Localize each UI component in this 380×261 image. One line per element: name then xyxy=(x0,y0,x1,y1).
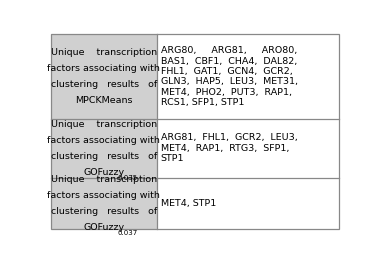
Text: 0.035: 0.035 xyxy=(117,175,138,181)
Text: MPCKMeans: MPCKMeans xyxy=(75,97,132,105)
Text: GOFuzzy: GOFuzzy xyxy=(83,168,124,177)
Bar xyxy=(51,119,157,177)
Text: Unique    transcription: Unique transcription xyxy=(51,175,157,184)
Bar xyxy=(51,177,157,229)
Text: clustering   results   of: clustering results of xyxy=(51,152,157,161)
Text: clustering   results   of: clustering results of xyxy=(51,80,157,89)
Text: Unique    transcription: Unique transcription xyxy=(51,120,157,129)
Bar xyxy=(157,34,339,119)
Text: Unique    transcription: Unique transcription xyxy=(51,48,157,57)
Text: factors associating with: factors associating with xyxy=(47,64,160,73)
Text: factors associating with: factors associating with xyxy=(47,191,160,200)
Bar xyxy=(51,34,157,119)
Text: clustering   results   of: clustering results of xyxy=(51,207,157,216)
Text: MET4, STP1: MET4, STP1 xyxy=(161,199,216,208)
Bar xyxy=(157,119,339,177)
Text: factors associating with: factors associating with xyxy=(47,136,160,145)
Text: ARG81,  FHL1,  GCR2,  LEU3,
MET4,  RAP1,  RTG3,  SFP1,
STP1: ARG81, FHL1, GCR2, LEU3, MET4, RAP1, RTG… xyxy=(161,133,297,163)
Text: GOFuzzy: GOFuzzy xyxy=(83,223,124,232)
Text: ARG80,     ARG81,     ARO80,
BAS1,  CBF1,  CHA4,  DAL82,
FHL1,  GAT1,  GCN4,  GC: ARG80, ARG81, ARO80, BAS1, CBF1, CHA4, D… xyxy=(161,46,298,107)
Bar xyxy=(157,177,339,229)
Text: 0.037: 0.037 xyxy=(117,230,138,236)
